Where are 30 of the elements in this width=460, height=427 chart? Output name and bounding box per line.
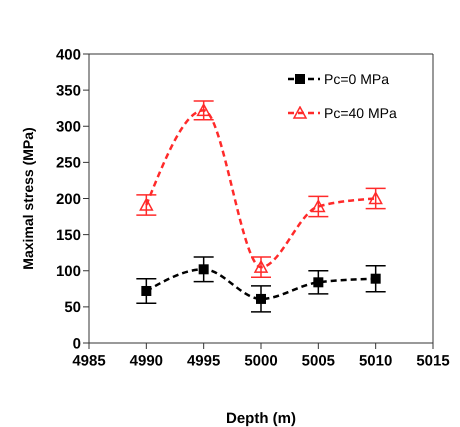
- x-tick-label: 5010: [358, 352, 392, 370]
- x-tick-label: 5005: [302, 352, 336, 370]
- y-tick-label: 200: [56, 190, 81, 208]
- point: [141, 286, 152, 296]
- y-tick-label: 100: [56, 263, 81, 280]
- x-tick-label: 5015: [416, 352, 450, 370]
- x-tick-label: 5000: [244, 352, 278, 370]
- point: [254, 260, 268, 273]
- point: [256, 294, 266, 304]
- point: [370, 274, 381, 284]
- point: [313, 277, 324, 288]
- x-tick-label: 4990: [130, 352, 164, 370]
- legend-label: Pc=40 MPa: [324, 105, 397, 121]
- x-tick-label: 4985: [72, 352, 106, 370]
- y-tick-label: 150: [56, 226, 81, 244]
- point: [368, 192, 382, 204]
- y-tick-label: 0: [72, 335, 81, 352]
- y-tick-label: 400: [56, 46, 81, 64]
- point: [140, 198, 154, 211]
- y-tick-label: 300: [56, 118, 81, 136]
- legend-label: Pc=0 MPa: [324, 71, 389, 87]
- y-tick-label: 50: [64, 299, 81, 316]
- point: [198, 264, 209, 274]
- point: [312, 200, 326, 212]
- point: [196, 104, 210, 116]
- y-axis-title: Maximal stress (MPa): [20, 127, 36, 270]
- x-axis-title: Depth (m): [226, 410, 296, 427]
- y-tick-label: 350: [56, 82, 81, 100]
- y-tick-label: 250: [56, 154, 81, 172]
- x-tick-label: 4995: [186, 352, 220, 370]
